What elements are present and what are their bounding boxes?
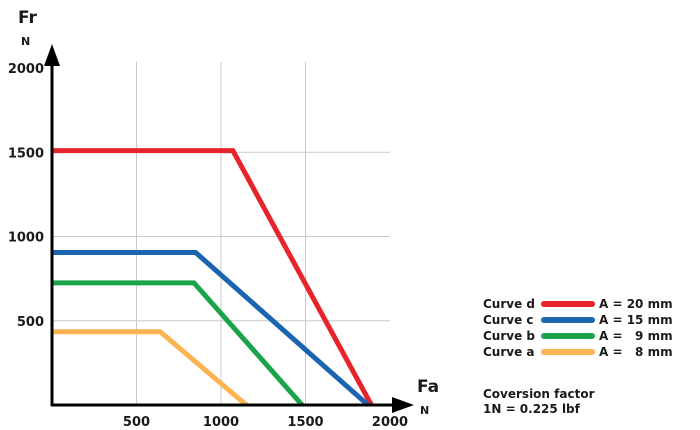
conversion-note: Coversion factor 1N = 0.225 lbf — [483, 387, 594, 417]
series-line-curve-b — [52, 280, 304, 407]
y-axis-arrow — [44, 44, 60, 66]
x-tick-label-3: 2000 — [372, 415, 408, 430]
legend-swatch — [541, 349, 595, 355]
x-axis-arrow — [392, 397, 414, 413]
y-tick-label-1: 1000 — [8, 231, 44, 246]
y-axis-title: Fr — [18, 8, 38, 28]
grid — [52, 62, 390, 405]
legend-detail: A = 9 mm — [599, 329, 673, 343]
tick-labels: 500 1000 1500 2000 500 1000 1500 2000 — [8, 62, 408, 430]
x-axis-unit: N — [420, 404, 429, 417]
y-tick-label-3: 2000 — [8, 62, 44, 77]
conversion-title: Coversion factor — [483, 387, 595, 401]
legend-label: Curve a — [483, 345, 535, 359]
legend-swatch — [541, 317, 595, 323]
legend-detail: A = 20 mm — [599, 297, 673, 311]
series-line-curve-c — [52, 250, 370, 407]
y-tick-label-2: 1500 — [8, 146, 44, 161]
x-tick-label-2: 1500 — [287, 415, 323, 430]
axes — [44, 44, 414, 413]
y-axis-unit: N — [21, 35, 30, 48]
legend-item: Curve c A = 15 mm — [483, 312, 698, 328]
legend: Curve d A = 20 mm Curve c A = 15 mm Curve b A… — [483, 296, 698, 360]
legend-item: Curve a A = 8 mm — [483, 344, 698, 360]
legend-label: Curve d — [483, 297, 535, 311]
legend-label: Curve c — [483, 313, 534, 327]
y-tick-label-0: 500 — [17, 315, 44, 330]
legend-item: Curve d A = 20 mm — [483, 296, 698, 312]
legend-detail: A = 8 mm — [599, 345, 673, 359]
series-line-curve-d — [52, 148, 374, 407]
series-line-curve-a — [52, 329, 248, 407]
conversion-value: 1N = 0.225 lbf — [483, 402, 580, 416]
x-tick-label-0: 500 — [123, 415, 150, 430]
series-lines — [52, 148, 374, 407]
legend-item: Curve b A = 9 mm — [483, 328, 698, 344]
legend-detail: A = 15 mm — [599, 313, 673, 327]
legend-swatch — [541, 333, 595, 339]
x-tick-label-1: 1000 — [203, 415, 239, 430]
legend-swatch — [541, 301, 595, 307]
legend-label: Curve b — [483, 329, 535, 343]
x-axis-title: Fa — [417, 377, 439, 397]
